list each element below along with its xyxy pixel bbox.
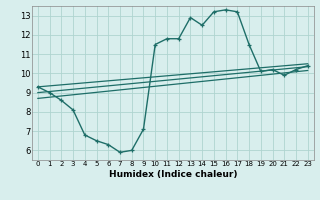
X-axis label: Humidex (Indice chaleur): Humidex (Indice chaleur) — [108, 170, 237, 179]
